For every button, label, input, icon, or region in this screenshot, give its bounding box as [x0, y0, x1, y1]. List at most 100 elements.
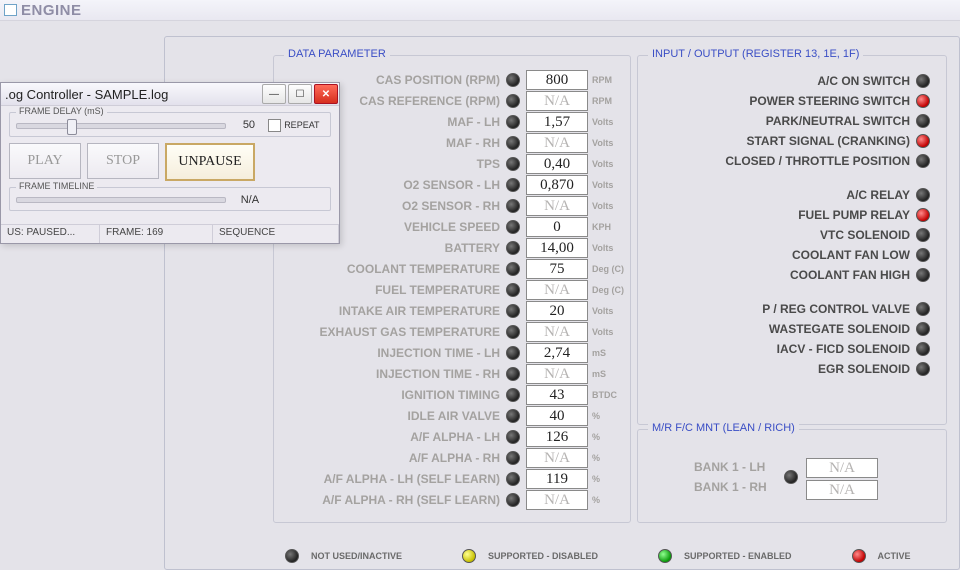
status-dot — [506, 388, 520, 402]
status-dot — [506, 73, 520, 87]
param-row: IGNITION TIMING43BTDC — [274, 385, 624, 405]
status-dot — [506, 493, 520, 507]
status-dot — [506, 220, 520, 234]
io-status-dot — [916, 188, 930, 202]
io-row: POWER STEERING SWITCH — [749, 92, 936, 110]
legend-dot-inactive — [285, 549, 299, 563]
io-row: A/C RELAY — [846, 186, 936, 204]
frame-delay-group: FRAME DELAY (mS) 50 REPEAT — [9, 112, 331, 137]
param-row: INTAKE AIR TEMPERATURE20Volts — [274, 301, 624, 321]
bank1-lh-label: BANK 1 - LH — [694, 460, 771, 474]
param-row: COOLANT TEMPERATURE75Deg (C) — [274, 259, 624, 279]
param-label: INJECTION TIME - LH — [274, 346, 506, 360]
io-status-dot — [916, 208, 930, 222]
param-unit: % — [592, 453, 624, 463]
param-row: A/F ALPHA - LH (SELF LEARN) 119% — [274, 469, 624, 489]
timeline-value: N/A — [229, 194, 259, 206]
repeat-checkbox[interactable] — [268, 119, 281, 132]
param-unit: mS — [592, 348, 624, 358]
status-dot — [506, 262, 520, 276]
legend-active: ACTIVE — [878, 551, 911, 561]
status-dot — [506, 157, 520, 171]
param-label: COOLANT TEMPERATURE — [274, 262, 506, 276]
timeline-slider[interactable] — [16, 197, 226, 203]
param-value: 800 — [526, 70, 588, 90]
param-unit: Deg (C) — [592, 285, 624, 295]
maximize-button[interactable]: ☐ — [288, 84, 312, 104]
io-label: P / REG CONTROL VALVE — [762, 302, 916, 316]
param-label: EXHAUST GAS TEMPERATURE — [274, 325, 506, 339]
mr-title: M/R F/C MNT (LEAN / RICH) — [648, 422, 799, 434]
io-status-dot — [916, 74, 930, 88]
io-status-dot — [916, 322, 930, 336]
close-button[interactable]: ✕ — [314, 84, 338, 104]
legend-dot-enabled — [658, 549, 672, 563]
param-value: 2,74 — [526, 343, 588, 363]
param-unit: % — [592, 432, 624, 442]
param-value: N/A — [526, 196, 588, 216]
legend-dot-disabled — [462, 549, 476, 563]
play-button[interactable]: PLAY — [9, 143, 81, 179]
io-label: COOLANT FAN LOW — [792, 248, 916, 262]
io-status-dot — [916, 94, 930, 108]
param-row: EXHAUST GAS TEMPERATUREN/AVolts — [274, 322, 624, 342]
status-bar: US: PAUSED... FRAME: 169 SEQUENCE — [1, 224, 339, 243]
param-label: INTAKE AIR TEMPERATURE — [274, 304, 506, 318]
stop-button[interactable]: STOP — [87, 143, 159, 179]
legend-disabled: SUPPORTED - DISABLED — [488, 551, 598, 561]
frame-delay-slider[interactable] — [16, 123, 226, 129]
status-paused: US: PAUSED... — [1, 225, 100, 243]
param-unit: BTDC — [592, 390, 624, 400]
bank-dot — [784, 470, 798, 484]
slider-thumb[interactable] — [67, 119, 77, 135]
frame-timeline-group: FRAME TIMELINE N/A — [9, 187, 331, 211]
param-row: INJECTION TIME - RH N/A mS — [274, 364, 624, 384]
param-value: 0,870 — [526, 175, 588, 195]
frame-delay-value: 50 — [229, 119, 255, 131]
param-label: INJECTION TIME - RH — [274, 367, 506, 381]
io-label: START SIGNAL (CRANKING) — [746, 134, 916, 148]
param-row: INJECTION TIME - LH 2,74 mS — [274, 343, 624, 363]
status-dot — [506, 451, 520, 465]
io-row: A/C ON SWITCH — [817, 72, 936, 90]
param-unit: % — [592, 474, 624, 484]
io-label: FUEL PUMP RELAY — [798, 208, 916, 222]
param-unit: Volts — [592, 201, 624, 211]
param-unit: mS — [592, 369, 624, 379]
param-label: IGNITION TIMING — [274, 388, 506, 402]
param-value: N/A — [526, 91, 588, 111]
param-value: N/A — [526, 364, 588, 384]
repeat-label: REPEAT — [284, 120, 319, 130]
io-status-dot — [916, 228, 930, 242]
io-label: PARK/NEUTRAL SWITCH — [766, 114, 916, 128]
io-status-dot — [916, 302, 930, 316]
status-dot — [506, 472, 520, 486]
io-label: A/C RELAY — [846, 188, 916, 202]
io-row: CLOSED / THROTTLE POSITION — [725, 152, 936, 170]
status-dot — [506, 430, 520, 444]
log-controller-window[interactable]: .og Controller - SAMPLE.log — ☐ ✕ FRAME … — [0, 82, 340, 244]
mr-fc-mnt-group: M/R F/C MNT (LEAN / RICH) BANK 1 - LH BA… — [637, 429, 947, 523]
status-dot — [506, 136, 520, 150]
minimize-button[interactable]: — — [262, 84, 286, 104]
io-label: WASTEGATE SOLENOID — [769, 322, 916, 336]
param-unit: Volts — [592, 243, 624, 253]
log-controller-titlebar[interactable]: .og Controller - SAMPLE.log — ☐ ✕ — [1, 83, 339, 106]
io-title: INPUT / OUTPUT (REGISTER 13, 1E, 1F) — [648, 48, 863, 60]
io-row: VTC SOLENOID — [820, 226, 936, 244]
bank1-rh-value: N/A — [806, 480, 878, 500]
io-status-dot — [916, 154, 930, 168]
param-unit: % — [592, 411, 624, 421]
param-value: 40 — [526, 406, 588, 426]
legend-not-used: NOT USED/INACTIVE — [311, 551, 402, 561]
param-value: 14,00 — [526, 238, 588, 258]
io-row: COOLANT FAN HIGH — [790, 266, 936, 284]
param-value: 119 — [526, 469, 588, 489]
io-row: IACV - FICD SOLENOID — [777, 340, 936, 358]
param-value: 20 — [526, 301, 588, 321]
param-label: A/F ALPHA - LH (SELF LEARN) — [274, 472, 506, 486]
status-sequence: SEQUENCE — [213, 225, 339, 243]
param-value: N/A — [526, 133, 588, 153]
unpause-button[interactable]: UNPAUSE — [165, 143, 255, 181]
window-icon — [4, 4, 17, 16]
